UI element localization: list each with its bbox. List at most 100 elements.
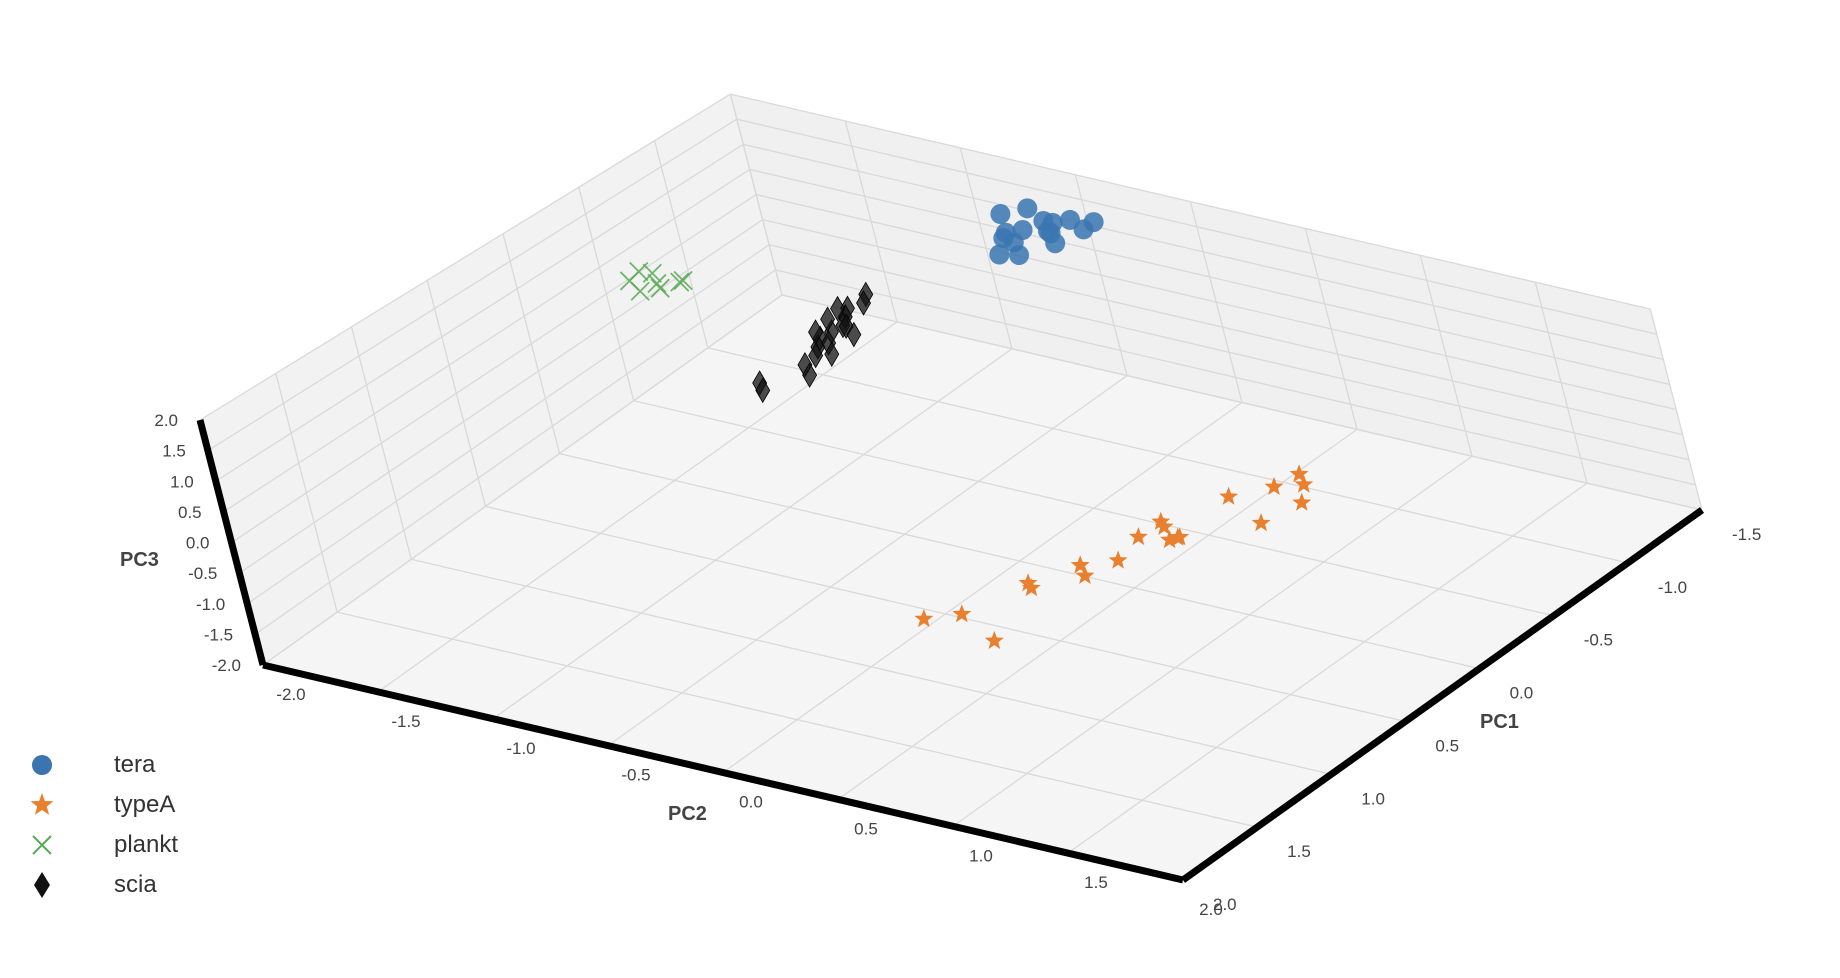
point-typea <box>1160 530 1180 549</box>
gridline-z-left <box>199 93 731 421</box>
point-tera <box>1083 212 1104 233</box>
axis-spines <box>196 419 1705 884</box>
legend-item-tera: tera <box>20 745 270 785</box>
legend-label: tera <box>114 751 156 778</box>
series-plankt <box>619 261 693 301</box>
y-tick-label: 1.0 <box>969 846 993 865</box>
legend-item-typea: typeA <box>20 785 270 825</box>
point-tera <box>995 222 1016 243</box>
point-typea <box>984 630 1004 649</box>
point-typea <box>1128 527 1148 546</box>
point-typea <box>914 609 934 628</box>
gridline-z-left <box>254 269 776 635</box>
point-tera <box>990 204 1011 225</box>
gridline-z-left <box>246 244 770 605</box>
point-typea <box>1168 527 1188 546</box>
point-typea <box>1108 550 1128 569</box>
point-typea <box>1219 486 1239 505</box>
gridline-y-floor <box>492 348 1013 720</box>
point-scia <box>808 319 823 345</box>
gridlines <box>199 93 1703 881</box>
z-tick-label: 2.0 <box>154 411 178 430</box>
point-scia <box>846 321 862 348</box>
gridline-z-left <box>207 118 738 452</box>
y-tick-label: 1.5 <box>1084 873 1108 892</box>
point-typea <box>952 604 972 623</box>
gridline-z-back <box>730 93 1651 310</box>
point-typea <box>1018 573 1038 592</box>
z-tick-label: -1.0 <box>196 595 225 614</box>
legend-item-plankt: plankt <box>20 825 270 865</box>
point-typea <box>1151 511 1171 530</box>
y-axis-label: PC2 <box>668 803 707 825</box>
circle-marker-icon <box>20 750 64 780</box>
axis-panes <box>200 94 1702 880</box>
gridline-y-floor <box>607 375 1128 747</box>
z-tick-label: 1.0 <box>170 472 194 491</box>
gridline-z-back <box>756 193 1677 411</box>
point-typea <box>1251 513 1271 532</box>
point-plankt <box>673 270 693 291</box>
point-plankt <box>650 278 670 298</box>
point-tera <box>989 244 1010 265</box>
y-tick-label: -2.0 <box>276 685 305 704</box>
x-tick-label: 1.5 <box>1287 842 1311 861</box>
x-tick-label: -1.5 <box>1732 525 1761 544</box>
gridline-z-back <box>736 118 1657 335</box>
point-plankt <box>647 273 667 294</box>
point-typea <box>1075 565 1095 584</box>
point-typea <box>1289 464 1309 483</box>
point-plankt <box>670 272 690 292</box>
x-tick-label: -0.5 <box>1584 631 1613 650</box>
x-marker-icon <box>20 830 64 860</box>
diamond-marker-icon <box>20 870 64 900</box>
gridline-z-back <box>768 244 1690 461</box>
gridline-y-floor <box>952 455 1473 827</box>
z-tick-label: 0.5 <box>178 503 202 522</box>
legend: tera typeA plankt scia <box>20 745 270 905</box>
gridline-z-left <box>231 194 757 544</box>
point-tera <box>1042 212 1063 233</box>
point-tera <box>1017 198 1038 219</box>
x-tick-label: -1.0 <box>1658 578 1687 597</box>
point-scia <box>802 362 818 388</box>
z-tick-label: -2.0 <box>212 656 241 675</box>
y-axis-spine <box>262 661 1184 884</box>
point-scia <box>755 377 771 404</box>
x-axis-label: PC1 <box>1480 711 1519 733</box>
gridline-z-left <box>262 294 783 666</box>
x-tick-label: 1.0 <box>1361 789 1385 808</box>
x-tick-label: 0.0 <box>1510 684 1534 703</box>
gridline-z-left <box>215 143 744 482</box>
point-typea <box>1294 474 1314 493</box>
point-plankt <box>630 281 650 301</box>
x-tick-label: 0.5 <box>1435 736 1459 755</box>
gridline-z-back <box>743 143 1664 360</box>
point-plankt <box>629 261 649 282</box>
point-tera <box>1009 245 1030 266</box>
y-tick-label: -1.0 <box>506 739 535 758</box>
point-scia <box>824 341 840 367</box>
z-tick-label: -1.5 <box>204 625 233 644</box>
star-marker-icon <box>20 790 64 820</box>
tick-labels: -2.0 -1.5 -1.0 -0.5 0.0 0.5 1.0 1.5 2.0 -1.5 -1.0 -… <box>154 411 1761 919</box>
point-typea <box>1021 578 1041 597</box>
point-typea <box>1154 516 1174 535</box>
gridline-z-back <box>775 269 1696 486</box>
point-scia <box>830 295 846 322</box>
legend-label: plankt <box>114 831 179 858</box>
point-typea <box>1292 492 1312 511</box>
gridline-y-floor <box>1067 482 1588 854</box>
gridline-z-back <box>749 168 1670 386</box>
point-scia <box>820 306 836 332</box>
legend-item-scia: scia <box>20 865 270 905</box>
z-axis-label: PC3 <box>120 549 159 571</box>
series-typea <box>914 464 1314 649</box>
gridline-z-left <box>223 168 751 513</box>
gridline-z-back <box>762 219 1683 436</box>
y-tick-label: 2.0 <box>1199 900 1223 919</box>
point-tera <box>1059 209 1080 230</box>
y-tick-label: 0.5 <box>854 819 878 838</box>
series-scia <box>752 281 874 404</box>
